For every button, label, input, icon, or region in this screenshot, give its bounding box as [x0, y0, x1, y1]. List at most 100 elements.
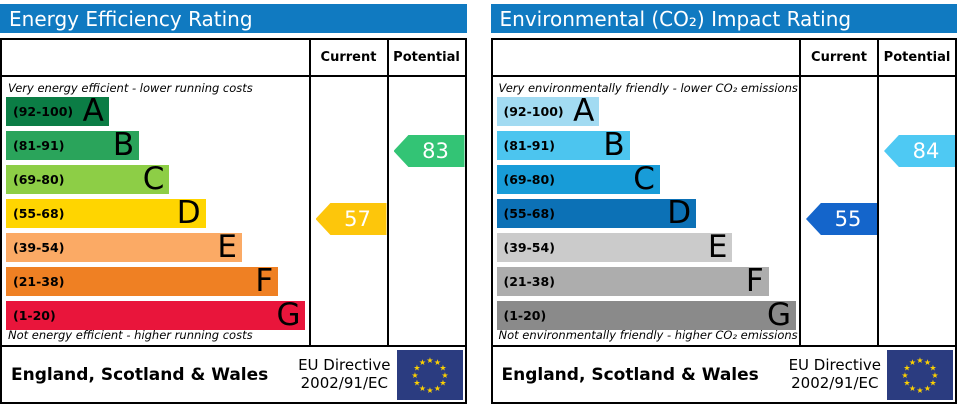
band-b: (81-91) B — [496, 127, 630, 163]
header-spacer — [492, 40, 799, 77]
table-footer: England, Scotland & Wales EU Directive 2… — [492, 345, 955, 402]
rating-scale: Very environmentally friendly - lower CO… — [493, 77, 800, 345]
band-range: (55-68) — [503, 206, 555, 221]
svg-text:★: ★ — [411, 371, 418, 380]
svg-text:★: ★ — [901, 371, 908, 380]
eu-directive-label: EU Directive 2002/91/EC — [298, 357, 396, 392]
svg-text:★: ★ — [924, 358, 931, 367]
band-letter: B — [603, 127, 625, 163]
band-d: (55-68) D — [496, 195, 697, 231]
band-letter: F — [255, 263, 274, 299]
header-spacer — [2, 40, 309, 77]
eu-flag-icon: ★ ★ ★★ ★★ ★★ ★★ ★★ — [396, 349, 463, 400]
band-g: (1-20) G — [496, 297, 796, 333]
current-column-header: Current — [308, 40, 387, 77]
svg-text:★: ★ — [931, 371, 938, 380]
svg-text:★: ★ — [433, 358, 440, 367]
band-row-g: (1-20) G — [496, 297, 800, 333]
eu-flag-stars: ★ ★ ★★ ★★ ★★ ★★ ★★ — [901, 356, 938, 395]
svg-text:★: ★ — [439, 378, 446, 387]
band-row-g: (1-20) G — [6, 297, 309, 333]
footer-region-label: England, Scotland & Wales — [501, 364, 759, 385]
band-range: (92-100) — [13, 104, 74, 119]
band-range: (21-38) — [503, 274, 555, 289]
potential-rating-value: 84 — [912, 139, 940, 163]
environmental-impact-title: Environmental (CO₂) Impact Rating — [490, 4, 957, 33]
footer-region-label: England, Scotland & Wales — [11, 364, 269, 385]
bottom-caption: Not energy efficient - higher running co… — [8, 328, 253, 342]
band-row-b: (81-91) B — [496, 127, 800, 163]
potential-column: 84 — [877, 77, 955, 345]
band-b: (81-91) B — [6, 130, 140, 161]
band-row-d: (55-68) D — [496, 195, 800, 231]
svg-text:★: ★ — [441, 371, 448, 380]
band-row-b: (81-91) B — [6, 130, 309, 161]
band-range: (81-91) — [503, 138, 555, 153]
band-a: (92-100) A — [6, 96, 109, 127]
band-letter: G — [766, 297, 791, 333]
current-column-header: Current — [799, 40, 877, 77]
band-row-e: (39-54) E — [6, 232, 309, 263]
band-a: (92-100) A — [496, 93, 600, 129]
band-row-a: (92-100) A — [496, 93, 800, 129]
svg-text:★: ★ — [903, 378, 910, 387]
top-caption: Very environmentally friendly - lower CO… — [498, 81, 798, 95]
eu-flag-icon: ★ ★ ★★ ★★ ★★ ★★ ★★ — [887, 349, 953, 400]
potential-rating-arrow: 83 — [393, 135, 465, 167]
band-letter: G — [276, 297, 301, 333]
environmental-impact-panel: Environmental (CO₂) Impact Rating Curren… — [490, 0, 957, 404]
band-row-c: (69-80) C — [496, 161, 800, 197]
svg-text:★: ★ — [439, 363, 446, 372]
band-c: (69-80) C — [496, 161, 660, 197]
svg-text:★: ★ — [418, 384, 425, 393]
band-letter: C — [633, 161, 655, 197]
eu-directive-line2: 2002/91/EC — [791, 373, 879, 392]
band-letter: F — [745, 263, 764, 299]
svg-text:★: ★ — [929, 363, 936, 372]
band-range: (39-54) — [503, 240, 555, 255]
band-letter: A — [573, 93, 595, 129]
band-row-e: (39-54) E — [496, 232, 800, 263]
table-footer: England, Scotland & Wales EU Directive 2… — [2, 345, 465, 402]
svg-text:★: ★ — [909, 384, 916, 393]
eu-directive-line1: EU Directive — [788, 356, 881, 375]
energy-efficiency-table: Current Potential Very energy efficient … — [0, 38, 467, 404]
potential-rating-arrow: 84 — [884, 135, 955, 167]
current-rating-value: 57 — [344, 207, 371, 231]
potential-rating-value: 83 — [422, 139, 449, 163]
environmental-impact-table: Current Potential Very environmentally f… — [490, 38, 957, 404]
svg-text:★: ★ — [413, 378, 420, 387]
band-range: (92-100) — [503, 104, 564, 119]
potential-column-header: Potential — [386, 40, 465, 77]
band-row-c: (69-80) C — [6, 164, 309, 195]
band-range: (55-68) — [13, 206, 65, 221]
potential-column-header: Potential — [877, 40, 955, 77]
svg-text:★: ★ — [916, 356, 923, 365]
current-rating-value: 55 — [834, 207, 862, 231]
band-range: (1-20) — [503, 308, 547, 323]
band-e: (39-54) E — [6, 232, 242, 263]
svg-text:★: ★ — [924, 384, 931, 393]
energy-efficiency-title: Energy Efficiency Rating — [0, 4, 467, 33]
band-range: (1-20) — [13, 308, 56, 323]
potential-column: 83 — [386, 77, 465, 345]
band-g: (1-20) G — [6, 297, 306, 333]
band-c: (69-80) C — [6, 164, 170, 195]
band-row-d: (55-68) D — [6, 195, 309, 231]
bottom-caption: Not environmentally friendly - higher CO… — [498, 328, 798, 342]
svg-text:★: ★ — [433, 384, 440, 393]
band-range: (69-80) — [13, 172, 65, 187]
band-letter: D — [176, 195, 201, 231]
band-range: (39-54) — [13, 240, 65, 255]
svg-text:★: ★ — [426, 386, 433, 395]
rating-scale: Very energy efficient - lower running co… — [2, 77, 309, 345]
current-column: 55 — [799, 77, 877, 345]
eu-directive-line2: 2002/91/EC — [300, 373, 388, 392]
band-range: (69-80) — [503, 172, 555, 187]
band-row-f: (21-38) F — [6, 263, 309, 299]
band-f: (21-38) F — [496, 263, 769, 299]
band-letter: D — [667, 195, 692, 231]
band-range: (81-91) — [13, 138, 65, 153]
band-e: (39-54) E — [496, 232, 733, 263]
